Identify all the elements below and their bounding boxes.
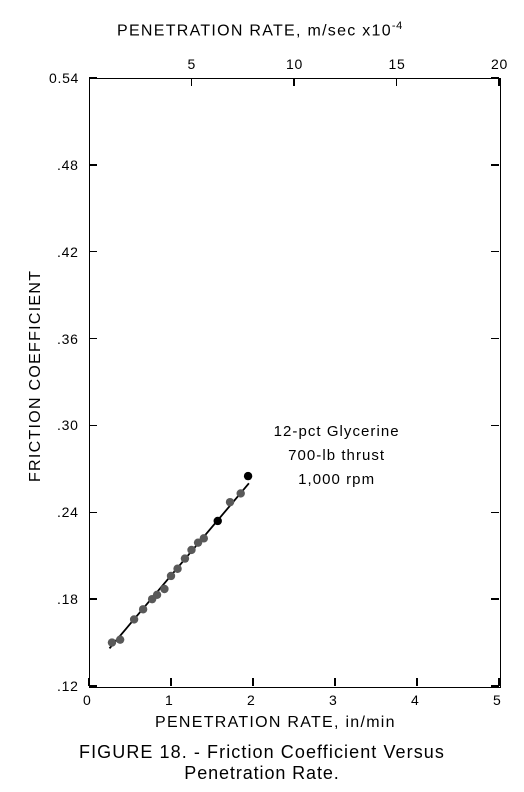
y-tick-label: .36 (57, 331, 79, 347)
data-point (139, 605, 147, 613)
caption-line-2: Penetration Rate. (0, 763, 524, 784)
caption-line-1: FIGURE 18. - Friction Coefficient Versus (0, 742, 524, 763)
data-point (160, 585, 168, 593)
data-point (116, 635, 124, 643)
data-point (181, 554, 189, 562)
data-point (187, 546, 195, 554)
data-point (200, 534, 208, 542)
bottom-x-tick-label: 2 (247, 692, 256, 708)
y-tick-label: .12 (57, 678, 79, 694)
plot-annotation-line: 1,000 rpm (298, 471, 375, 488)
y-tick-label: .42 (57, 244, 79, 260)
data-point (167, 572, 175, 580)
data-point (153, 591, 161, 599)
top-x-axis-title: PENETRATION RATE, m/sec x10-4 (117, 20, 403, 40)
bottom-x-tick-label: 0 (83, 692, 92, 708)
top-x-tick-label: 10 (286, 56, 303, 72)
top-x-tick-label: 20 (491, 56, 508, 72)
data-point (173, 565, 181, 573)
bottom-x-tick-label: 4 (411, 692, 420, 708)
figure-caption: FIGURE 18. - Friction Coefficient Versus… (0, 742, 524, 784)
y-tick-label: 0.54 (49, 70, 79, 86)
data-point (244, 472, 252, 480)
plot-annotation-line: 700-lb thrust (288, 447, 385, 464)
y-tick-label: .30 (57, 417, 79, 433)
bottom-x-axis-title: PENETRATION RATE, in/min (155, 714, 396, 732)
top-x-tick-label: 15 (389, 56, 406, 72)
data-point (237, 489, 245, 497)
data-point (226, 498, 234, 506)
bottom-x-tick-label: 5 (493, 692, 502, 708)
top-x-axis-title-prefix: PENETRATION RATE, m/sec x10 (117, 22, 392, 39)
y-axis-title: FRICTION COEFFICIENT (27, 270, 45, 482)
y-tick-label: .48 (57, 157, 79, 173)
y-tick-label: .18 (57, 591, 79, 607)
y-tick-label: .24 (57, 504, 79, 520)
figure-page: PENETRATION RATE, m/sec x10-4 FRICTION C… (0, 0, 524, 792)
data-point (108, 638, 116, 646)
top-x-tick-label: 5 (188, 56, 197, 72)
bottom-x-tick-label: 1 (165, 692, 174, 708)
data-point (130, 615, 138, 623)
plot-svg (89, 78, 499, 686)
data-point (214, 517, 222, 525)
plot-annotation-line: 12-pct Glycerine (274, 423, 400, 440)
bottom-x-tick-label: 3 (329, 692, 338, 708)
top-x-axis-title-exp: -4 (392, 20, 403, 32)
